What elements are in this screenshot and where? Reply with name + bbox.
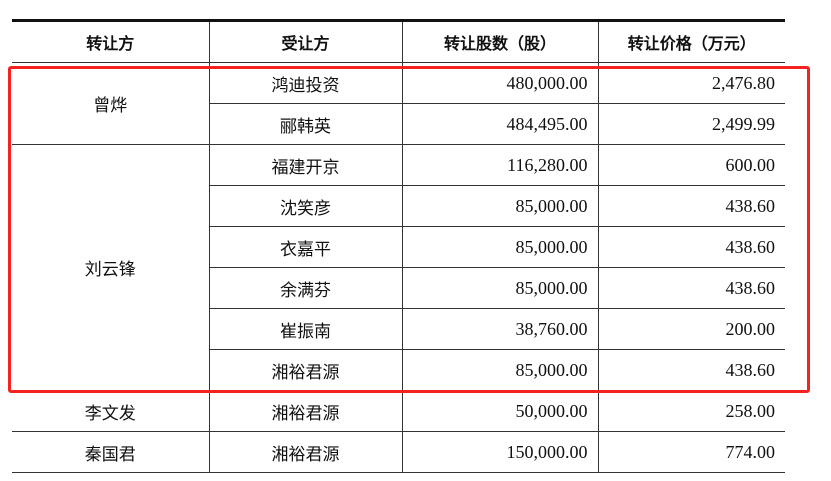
header-transferor: 转让方 <box>12 19 210 63</box>
transferee-cell: 衣嘉平 <box>209 226 403 268</box>
price-cell: 600.00 <box>597 144 785 186</box>
table-row: 刘云锋 福建开京 116,280.00 600.00 <box>12 144 785 391</box>
price-cell: 2,499.99 <box>597 103 785 145</box>
shares-cell: 116,280.00 <box>401 144 599 186</box>
transferee-cell: 湘裕君源 <box>208 431 403 473</box>
transferee-cell: 崔振南 <box>209 308 403 350</box>
transferee-cell: 湘裕君源 <box>208 390 403 432</box>
shares-cell: 85,000.00 <box>401 226 599 268</box>
table-row: 李文发 湘裕君源 50,000.00 258.00 <box>12 390 785 432</box>
shares-cell: 38,760.00 <box>401 308 599 350</box>
price-cell: 200.00 <box>597 308 785 350</box>
transferee-cell: 沈笑彦 <box>209 185 403 227</box>
transferor-cell: 秦国君 <box>12 431 210 473</box>
shares-cell: 85,000.00 <box>401 267 599 309</box>
table-row: 曾烨 鸿迪投资 480,000.00 2,476.80 <box>12 62 785 145</box>
transferor-cell: 刘云锋 <box>12 144 210 391</box>
table-row: 余满芬 85,000.00 438.60 <box>12 267 785 309</box>
price-cell: 438.60 <box>597 185 785 227</box>
transferor-cell: 曾烨 <box>12 62 210 145</box>
price-cell: 258.00 <box>597 390 785 432</box>
transferee-cell: 郦韩英 <box>209 103 403 145</box>
table-row: 郦韩英 484,495.00 2,499.99 <box>12 103 785 145</box>
transferor-cell: 李文发 <box>12 390 210 432</box>
header-price: 转让价格（万元） <box>597 19 785 63</box>
shares-cell: 85,000.00 <box>401 349 599 391</box>
price-cell: 774.00 <box>597 431 785 473</box>
share-transfer-table: 转让方 受让方 转让股数（股） 转让价格（万元） 曾烨 鸿迪投资 480,000.0… <box>12 19 785 473</box>
transferee-cell: 鸿迪投资 <box>208 62 403 104</box>
table-row: 秦国君 湘裕君源 150,000.00 774.00 <box>12 431 785 473</box>
shares-cell: 150,000.00 <box>401 431 599 473</box>
header-transferee: 受让方 <box>208 19 403 63</box>
transferee-cell: 余满芬 <box>209 267 403 309</box>
table-row: 沈笑彦 85,000.00 438.60 <box>12 185 785 227</box>
price-cell: 438.60 <box>597 226 785 268</box>
shares-cell: 50,000.00 <box>401 390 599 432</box>
shares-cell: 484,495.00 <box>401 103 599 145</box>
transferee-cell: 湘裕君源 <box>209 349 403 391</box>
shares-cell: 85,000.00 <box>401 185 599 227</box>
header-shares: 转让股数（股） <box>401 19 599 63</box>
header-row: 转让方 受让方 转让股数（股） 转让价格（万元） <box>12 19 785 63</box>
transferee-cell: 福建开京 <box>208 144 403 186</box>
price-cell: 2,476.80 <box>597 62 785 104</box>
price-cell: 438.60 <box>597 267 785 309</box>
shares-cell: 480,000.00 <box>401 62 599 104</box>
price-cell: 438.60 <box>597 349 785 391</box>
